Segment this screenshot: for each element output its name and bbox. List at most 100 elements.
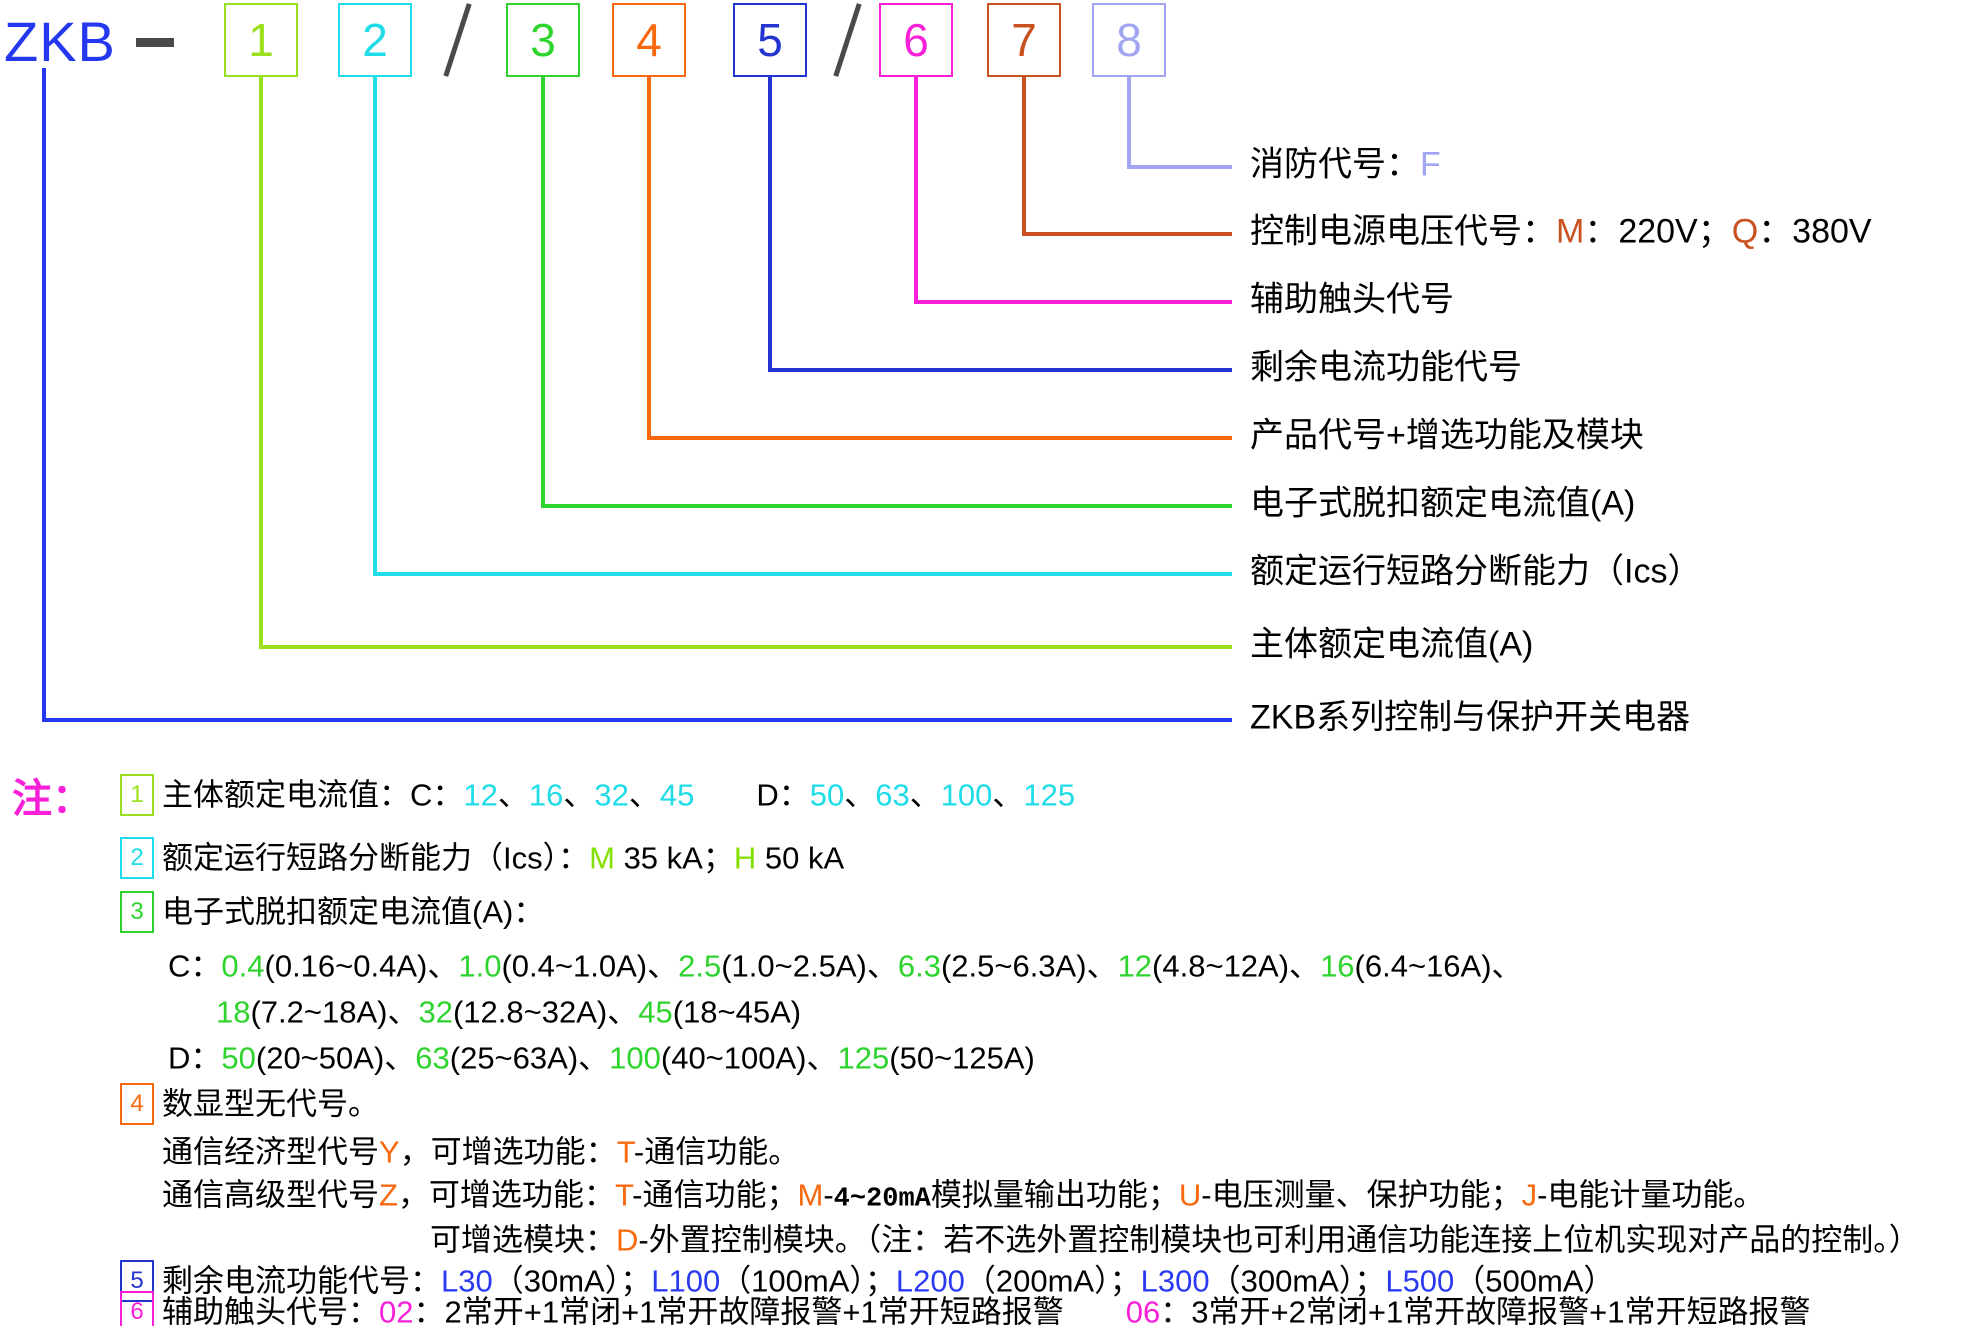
text-segment: (0.4~1.0A)、 [501, 948, 679, 984]
code-box-6-number: 6 [903, 14, 929, 66]
text-segment: J [1521, 1177, 1538, 1213]
text-segment: 控制电源电压代号： [1250, 212, 1556, 251]
text-segment: 50 [809, 777, 845, 813]
text-segment: 、 [844, 777, 876, 813]
text-segment: M [797, 1177, 824, 1213]
callout-fire-code-vline [1127, 77, 1131, 169]
callout-electronic-trip-label: 电子式脱扣额定电流值(A) [1250, 484, 1635, 525]
text-segment: 通信高级型代号 [162, 1177, 379, 1213]
text-segment: （100mA）； [720, 1263, 896, 1299]
text-segment: 45 [659, 777, 695, 813]
text-segment: M [1556, 212, 1585, 251]
text-segment: -电能计量功能。 [1537, 1177, 1765, 1213]
note-2-text: 额定运行短路分断能力（Ics）：M 35 kA；H 50 kA [162, 839, 844, 876]
text-segment: ：2常开+1常闭+1常开故障报警+1常开短路报警 [413, 1294, 1126, 1326]
code-box-8: 8 [1092, 3, 1166, 77]
text-segment: (50~125A) [889, 1040, 1035, 1076]
text-segment: 35 kA； [614, 840, 734, 876]
text-segment: 可增选模块： [430, 1222, 616, 1258]
text-segment: 主体额定电流值：C： [162, 777, 464, 813]
note-5-marker-number: 5 [130, 1267, 144, 1294]
callout-main-rated-current-label: 主体额定电流值(A) [1250, 625, 1533, 666]
text-segment: 32 [418, 994, 453, 1030]
callout-residual-current-hline [768, 368, 1232, 372]
callout-series-name-hline [42, 718, 1232, 722]
text-segment: (1.0~2.5A)、 [721, 948, 898, 984]
callout-control-voltage-hline [1022, 232, 1232, 236]
text-segment: F [1420, 145, 1441, 184]
note-1-marker-number: 1 [130, 781, 144, 808]
text-segment: -通信功能； [632, 1177, 798, 1213]
text-segment: 数显型无代号。 [162, 1086, 379, 1122]
text-segment: ：380V [1758, 212, 1872, 251]
brand-dash [136, 38, 174, 47]
text-segment: （300mA）； [1209, 1263, 1386, 1299]
text-segment: (18~45A) [672, 994, 802, 1030]
callout-control-voltage-label: 控制电源电压代号：M：220V；Q：380V [1250, 212, 1872, 253]
callout-product-code-hline [647, 436, 1232, 440]
text-segment: (25~63A)、 [449, 1040, 610, 1076]
text-segment: 18 [216, 994, 251, 1030]
text-segment: 辅助触头代号： [162, 1294, 379, 1326]
callout-aux-contact-hline [914, 300, 1232, 304]
text-segment: （200mA）； [964, 1263, 1141, 1299]
brand-text: ZKB [4, 10, 116, 73]
text-segment: 06 [1125, 1294, 1161, 1326]
note-3-marker-box: 3 [120, 891, 154, 933]
text-segment: Q [1731, 212, 1759, 251]
text-segment: D [616, 1222, 639, 1258]
note-6-text: 辅助触头代号：02：2常开+1常闭+1常开故障报警+1常开短路报警 06：3常开… [162, 1293, 1811, 1326]
text-segment: 16 [1320, 948, 1355, 984]
text-segment: ：3常开+2常闭+1常开故障报警+1常开短路报警 [1160, 1294, 1811, 1326]
text-segment: 、 [909, 777, 941, 813]
note-3-header: 电子式脱扣额定电流值(A)： [162, 893, 544, 930]
text-segment: 额定运行短路分断能力（Ics） [1250, 552, 1702, 591]
callout-series-name-label: ZKB系列控制与保护开关电器 [1250, 698, 1690, 739]
note-5-text: 剩余电流功能代号：L30（30mA）；L100（100mA）；L200（200m… [162, 1262, 1615, 1299]
callout-product-code-vline [647, 77, 651, 440]
text-segment: 、 [628, 777, 660, 813]
text-segment: U [1178, 1177, 1202, 1213]
text-segment: 0.4 [221, 948, 265, 984]
text-segment: 50 kA [756, 840, 845, 876]
text-segment: 16 [528, 777, 564, 813]
text-segment: 通信经济型代号 [162, 1134, 379, 1170]
text-segment: (12.8~32A)、 [452, 994, 639, 1030]
code-box-7-number: 7 [1011, 14, 1037, 66]
callout-breaking-capacity-vline [373, 77, 377, 576]
code-box-4: 4 [612, 3, 686, 77]
text-segment: (6.4~16A)、 [1354, 948, 1523, 984]
note-1-marker-box: 1 [120, 774, 154, 816]
callout-fire-code-label: 消防代号：F [1250, 145, 1441, 186]
text-segment: (7.2~18A)、 [250, 994, 419, 1030]
text-segment: ，可增选功能： [399, 1134, 617, 1170]
note-3-c-values-continued: 18(7.2~18A)、32(12.8~32A)、45(18~45A) [216, 993, 801, 1030]
text-segment: 剩余电流功能代号 [1250, 348, 1522, 387]
text-segment: ZKB系列控制与保护开关电器 [1250, 698, 1691, 737]
code-box-5-number: 5 [757, 14, 783, 66]
callout-main-rated-current-hline [259, 645, 1232, 649]
callout-series-name-vline [42, 68, 46, 722]
text-segment: 50 [221, 1040, 256, 1076]
slash-separator-1 [443, 3, 472, 77]
note-3-c-values: C：0.4(0.16~0.4A)、1.0(0.4~1.0A)、2.5(1.0~2… [168, 947, 1523, 984]
text-segment: D： [168, 1040, 222, 1076]
text-segment: T [614, 1177, 633, 1213]
callout-product-code-label: 产品代号+增选功能及模块 [1250, 416, 1644, 457]
code-box-1-number: 1 [248, 14, 274, 66]
slash-separator-2 [833, 3, 862, 77]
note-6-marker-box: 6 [120, 1291, 154, 1326]
text-segment: （30mA）； [492, 1263, 652, 1299]
text-segment: 63 [875, 777, 910, 813]
text-segment: -通信功能。 [633, 1134, 800, 1170]
text-segment: L200 [895, 1263, 965, 1299]
callout-electronic-trip-hline [541, 504, 1232, 508]
text-segment: 125 [1023, 777, 1076, 813]
text-segment: 、 [992, 777, 1024, 813]
text-segment: 125 [837, 1040, 890, 1076]
text-segment: (2.5~6.3A)、 [940, 948, 1118, 984]
text-segment: M [589, 840, 615, 876]
text-segment: L30 [441, 1263, 493, 1299]
text-segment: （500mA） [1454, 1263, 1615, 1299]
note-3-d-values: D：50(20~50A)、63(25~63A)、100(40~100A)、125… [168, 1039, 1035, 1076]
